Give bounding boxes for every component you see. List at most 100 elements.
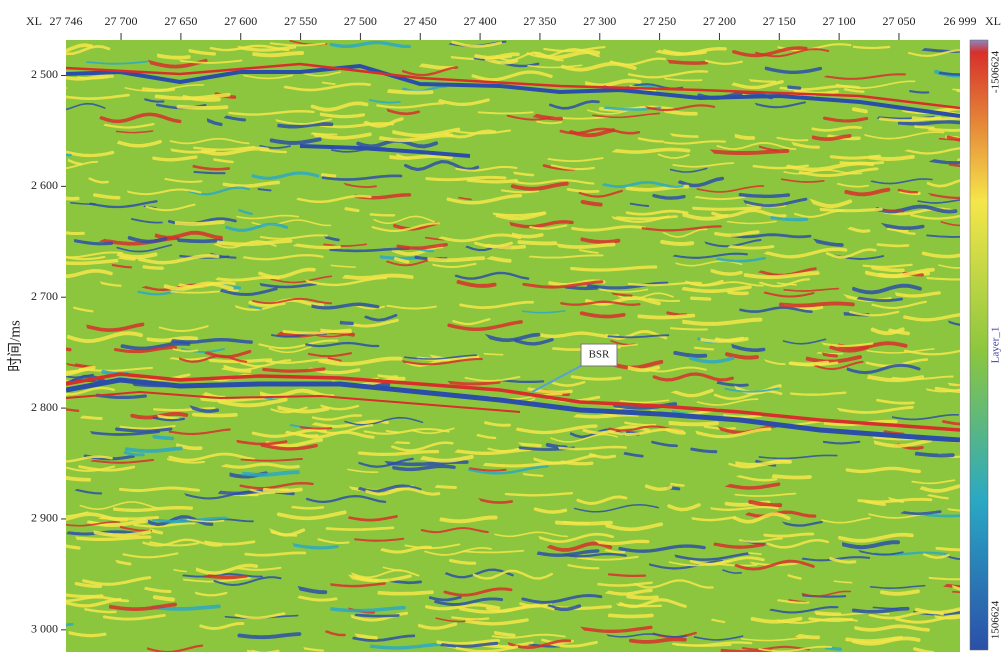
reflector (175, 222, 223, 224)
reflector (722, 651, 770, 652)
y-axis-label: 时间/ms (6, 320, 23, 372)
colorbar-tick-label: 1506624 (990, 600, 1002, 639)
reflector (821, 209, 881, 211)
y-tick-label: 2 600 (31, 178, 58, 192)
reflector (390, 91, 432, 93)
reflector (178, 107, 226, 108)
reflector (340, 323, 352, 324)
reflector (639, 316, 693, 318)
x-tick-label: 27 500 (344, 14, 377, 28)
reflector (751, 81, 775, 82)
reflector (885, 210, 903, 211)
reflector (740, 195, 788, 197)
reflector (912, 117, 978, 119)
reflector (83, 417, 101, 418)
reflector (356, 615, 398, 616)
reflector (451, 382, 499, 384)
reflector (715, 151, 787, 153)
reflector (853, 47, 889, 48)
reflector (358, 636, 376, 638)
reflector (671, 484, 683, 486)
colorbar-tick-label: -1506624 (990, 50, 1002, 93)
reflector (519, 242, 555, 243)
reflector (566, 287, 596, 289)
reflector (265, 490, 301, 492)
reflector (45, 370, 87, 372)
reflector (43, 46, 61, 49)
reflector (610, 615, 652, 616)
x-tick-label: 27 400 (464, 14, 497, 28)
reflector (301, 427, 331, 428)
reflector (346, 209, 358, 211)
x-tick-label: 27 100 (823, 14, 856, 28)
reflector (55, 393, 67, 394)
reflector (828, 648, 840, 649)
reflector (144, 267, 162, 268)
y-tick-label: 2 700 (31, 289, 58, 303)
y-tick-label: 3 000 (31, 622, 58, 636)
reflector (293, 507, 323, 508)
reflector (155, 597, 173, 599)
x-tick-label: 27 050 (882, 14, 915, 28)
reflector (824, 355, 836, 356)
reflector (370, 214, 394, 215)
x-tick-label: 27 650 (164, 14, 197, 28)
reflector (437, 486, 455, 487)
reflector (323, 175, 335, 176)
reflector (729, 292, 747, 293)
x-tick-label: 27 350 (523, 14, 556, 28)
reflector (749, 553, 761, 554)
reflector (619, 605, 661, 606)
x-tick-label: 27 300 (583, 14, 616, 28)
x-tick-label: 27 700 (105, 14, 138, 28)
reflector (854, 109, 866, 111)
reflector (378, 592, 432, 594)
x-tick-label: 26 999 (944, 14, 977, 28)
colorbar-label: Layer_1 (990, 327, 1002, 364)
reflector (670, 62, 706, 63)
colorbar (970, 40, 988, 650)
reflector (485, 354, 503, 355)
chart: XL XL 时间/ms Layer_1 BSR -1506624 1506624 2… (0, 0, 1003, 654)
x-tick-label: 27 150 (763, 14, 796, 28)
annotation-text: BSR (589, 349, 610, 361)
x-tick-label: 27 250 (643, 14, 676, 28)
reflector (397, 442, 409, 443)
reflector (731, 246, 773, 248)
reflector (931, 129, 973, 130)
reflector (429, 258, 483, 260)
reflector (379, 376, 397, 377)
reflector (673, 135, 697, 137)
reflector (209, 576, 245, 577)
reflector (36, 395, 48, 398)
reflector (692, 298, 710, 299)
reflector (36, 85, 66, 89)
reflector (900, 122, 972, 124)
reflector (717, 339, 747, 341)
x-tick-label: 27 200 (703, 14, 736, 28)
x-tick-label: 27 550 (284, 14, 317, 28)
reflector (791, 363, 827, 365)
reflector (915, 127, 933, 128)
reflector (781, 304, 853, 306)
reflector (627, 596, 657, 598)
reflector (179, 240, 221, 241)
reflector (254, 53, 302, 55)
x-axis-label: XL (26, 14, 42, 28)
reflector (788, 87, 800, 88)
x-tick-label: 27 600 (224, 14, 257, 28)
reflector (159, 56, 189, 58)
reflector (58, 347, 70, 349)
reflector (669, 423, 717, 424)
reflector (878, 244, 908, 245)
reflector (194, 415, 236, 416)
x-tick-label: 27 746 (50, 14, 83, 28)
x-axis-label: XL (985, 14, 1001, 28)
reflector (917, 454, 953, 456)
reflector (774, 476, 810, 477)
reflector (522, 444, 540, 445)
y-tick-label: 2 800 (31, 400, 58, 414)
reflector (724, 416, 760, 417)
x-tick-label: 27 450 (404, 14, 437, 28)
y-tick-label: 2 900 (31, 511, 58, 525)
